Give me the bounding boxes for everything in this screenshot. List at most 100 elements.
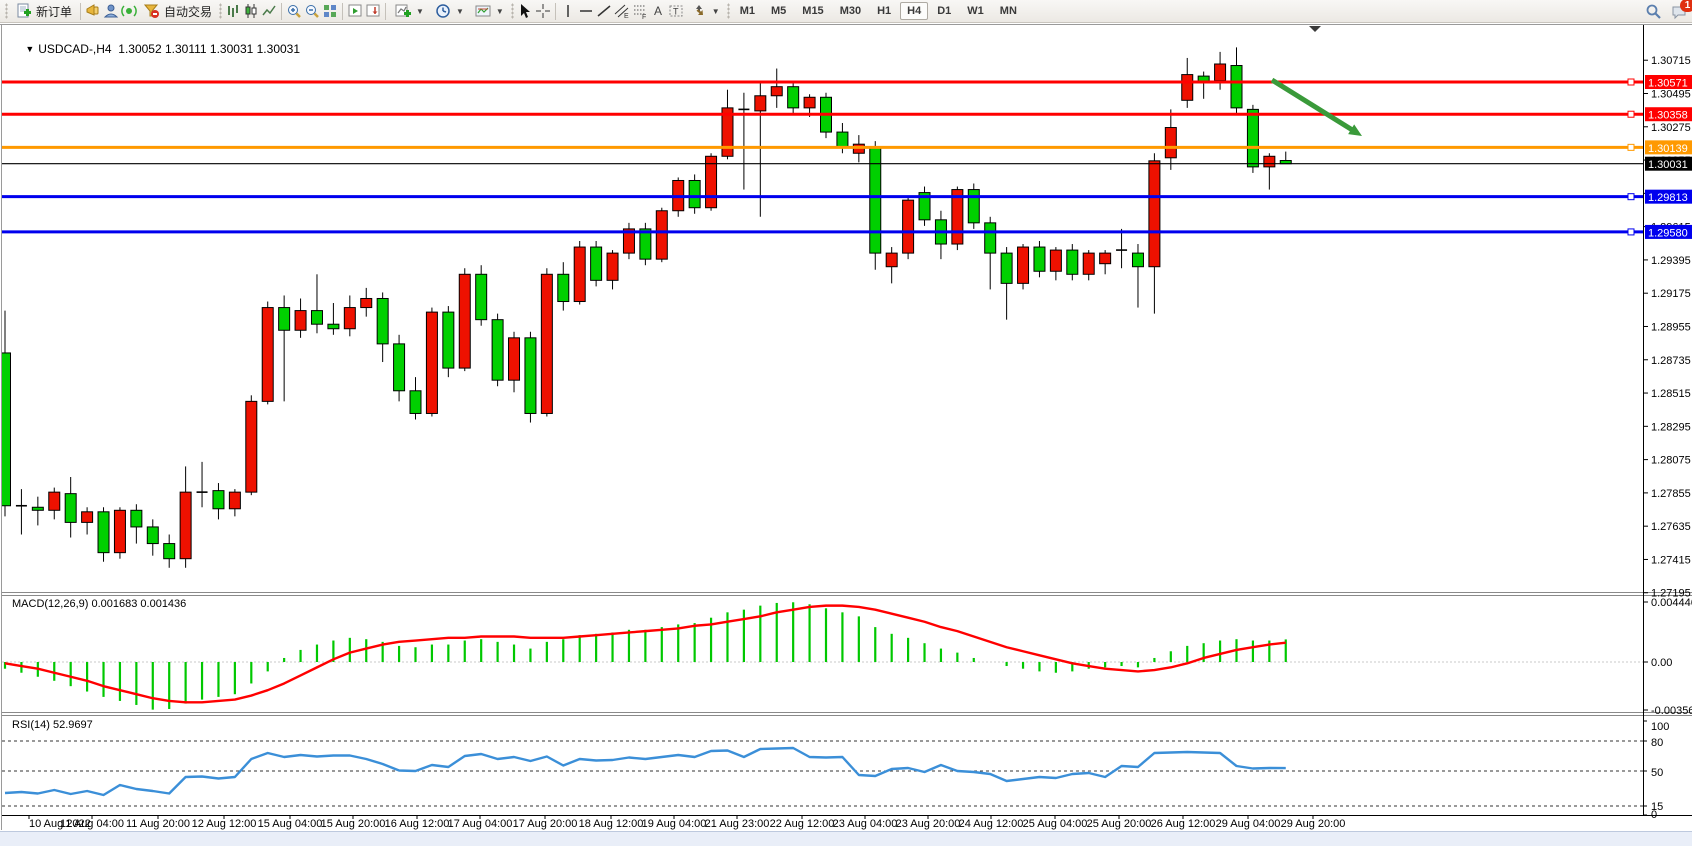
timeframe-button-h1[interactable]: H1 — [877, 5, 892, 17]
notification-badge: 1 — [1680, 0, 1692, 12]
price-line-label-box — [1645, 156, 1692, 171]
time-axis-label: 23 Aug 04:00 — [833, 818, 898, 830]
chart-frame — [0, 24, 1692, 831]
candlestick-mode-icon[interactable] — [242, 2, 260, 20]
indicators-menu-button[interactable]: ▼ — [389, 1, 429, 22]
ohlc-collapse-triangle-icon[interactable]: ▼ — [25, 44, 35, 54]
text-label-tool-icon[interactable]: T — [667, 2, 685, 20]
cursor-tool-icon[interactable] — [516, 2, 534, 20]
auto-scroll-icon[interactable] — [346, 2, 364, 20]
templates-menu-button[interactable]: ▼ — [469, 1, 509, 22]
crosshair-tool-icon[interactable] — [534, 2, 552, 20]
price-axis-tick-label: 1.30275 — [1651, 122, 1691, 134]
search-icon[interactable] — [1644, 3, 1662, 21]
time-axis-label: 24 Aug 12:00 — [959, 818, 1024, 830]
candle-body — [540, 273, 553, 414]
bar-chart-mode-icon[interactable] — [224, 2, 242, 20]
candle-body — [343, 307, 356, 330]
price-line-label: 1.29813 — [1648, 192, 1688, 204]
periods-menu-button[interactable]: ▼ — [429, 1, 469, 22]
autotrading-icon — [143, 2, 161, 20]
rsi-axis-label: 0 — [1651, 809, 1657, 821]
timeframe-button-h4[interactable]: H4 — [900, 2, 929, 20]
price-axis-tick-label: 1.29395 — [1651, 255, 1691, 267]
toolbar-separator — [342, 2, 344, 20]
time-axis-label: 15 Aug 20:00 — [321, 818, 386, 830]
tile-windows-icon[interactable] — [321, 2, 339, 20]
rsi-layer — [2, 740, 1643, 807]
new-order-button[interactable]: 新订单 — [10, 1, 77, 22]
svg-text:A: A — [654, 4, 662, 18]
candle-body — [721, 107, 734, 157]
toolbar-grip — [510, 3, 514, 19]
timeframe-button-m1[interactable]: M1 — [739, 5, 755, 17]
zoom-out-icon[interactable] — [303, 2, 321, 20]
axes-layer: 1.307151.304951.302751.300551.298351.296… — [28, 55, 1692, 830]
timeframe-button-mn[interactable]: MN — [999, 5, 1017, 17]
candle-body — [1246, 108, 1259, 168]
autotrading-label: 自动交易 — [164, 4, 213, 19]
line-drag-handle[interactable] — [1627, 193, 1635, 201]
horizontal-line-tool-icon[interactable] — [577, 2, 595, 20]
chart-shift-icon[interactable] — [364, 2, 382, 20]
candle-body — [310, 310, 323, 325]
price-line-label: 1.30358 — [1648, 110, 1688, 122]
candle-body — [655, 210, 668, 260]
price-line-label: 1.29580 — [1648, 227, 1688, 239]
candle-body — [475, 273, 488, 321]
line-chart-mode-icon[interactable] — [260, 2, 278, 20]
equidistant-channel-tool-icon[interactable]: E — [613, 2, 631, 20]
vertical-line-tool-icon[interactable] — [559, 2, 577, 20]
price-axis-tick-label: 1.28295 — [1651, 421, 1691, 433]
fibonacci-tool-icon[interactable]: F — [631, 2, 649, 20]
candle-body — [803, 96, 816, 109]
line-drag-handle[interactable] — [1627, 78, 1635, 86]
candle-body — [31, 506, 44, 511]
arrows-menu-button[interactable]: ▼ — [685, 1, 725, 22]
timeframe-button-w1[interactable]: W1 — [967, 5, 984, 17]
time-axis-label: 29 Aug 20:00 — [1281, 818, 1346, 830]
timeframe-button-m15[interactable]: M15 — [802, 5, 824, 17]
rsi-line — [4, 746, 1286, 797]
timeframe-button-m5[interactable]: M5 — [771, 5, 787, 17]
timeframe-button-d1[interactable]: D1 — [937, 5, 952, 17]
community-user-icon[interactable] — [102, 2, 120, 20]
text-tool-icon[interactable]: A — [649, 2, 667, 20]
rsi-axis-label: 100 — [1651, 721, 1669, 733]
candle-body — [1066, 249, 1079, 275]
price-axis-tick-label: 1.27415 — [1651, 554, 1691, 566]
candle-body — [951, 189, 964, 245]
megaphone-icon[interactable] — [84, 2, 102, 20]
time-axis-label: 21 Aug 23:00 — [705, 818, 770, 830]
line-drag-handle[interactable] — [1627, 228, 1635, 236]
candle-body — [327, 323, 340, 330]
time-axis-label: 15 Aug 04:00 — [258, 818, 323, 830]
candle-body — [442, 311, 455, 369]
price-line-label-box — [1645, 224, 1692, 239]
price-line-label: 1.30139 — [1648, 143, 1688, 155]
candle-body — [245, 400, 258, 493]
trendline-tool-icon[interactable] — [595, 2, 613, 20]
signals-icon[interactable] — [120, 2, 138, 20]
line-drag-handle[interactable] — [1627, 143, 1635, 151]
chart-canvas[interactable]: 1.307151.304951.302751.300551.298351.296… — [0, 24, 1692, 831]
status-bar — [0, 831, 1692, 846]
price-axis-tick-label: 1.28515 — [1651, 388, 1691, 400]
candle-body — [622, 228, 635, 254]
price-line-label: 1.30031 — [1648, 159, 1688, 171]
chart-shift-marker[interactable] — [1309, 26, 1321, 32]
price-axis-tick-label: 1.29175 — [1651, 288, 1691, 300]
trend-arrow-annotation[interactable] — [1270, 77, 1357, 134]
candle-body — [1148, 160, 1161, 268]
time-axis-label: 11 Aug 20:00 — [126, 818, 190, 830]
timeframe-button-m30[interactable]: M30 — [839, 5, 862, 17]
candle-body — [1181, 74, 1194, 101]
time-axis-label: 16 Aug 12:00 — [385, 818, 450, 830]
autotrading-button[interactable]: 自动交易 — [138, 1, 217, 22]
line-drag-handle[interactable] — [1627, 110, 1635, 118]
zoom-in-icon[interactable] — [285, 2, 303, 20]
candle-body — [228, 491, 241, 510]
candle-body — [261, 307, 274, 402]
notifications-chat-icon[interactable]: 1 — [1670, 0, 1692, 21]
candle-body — [918, 192, 931, 221]
